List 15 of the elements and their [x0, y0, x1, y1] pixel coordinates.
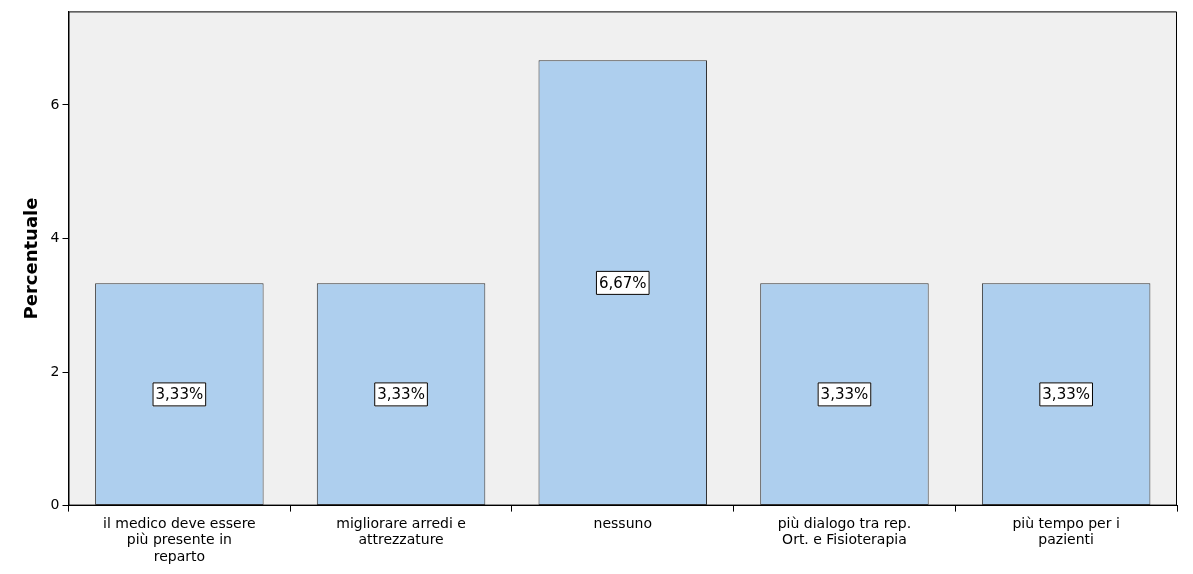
- data-label: 3,33%: [377, 385, 425, 404]
- x-tick-label: più dialogo tra rep. Ort. e Fisioterapia: [777, 514, 912, 548]
- x-tick-label: più tempo per i pazienti: [1012, 514, 1120, 548]
- data-label: 3,33%: [155, 385, 204, 404]
- y-tick-label: 0: [50, 496, 60, 513]
- x-tick-label: nessuno: [593, 514, 652, 531]
- x-tick-label: il medico deve essere più presente in reparto: [103, 514, 256, 565]
- y-axis-title: Percentuale: [20, 197, 42, 320]
- y-tick-label: 2: [50, 362, 60, 379]
- y-tick-label: 6: [50, 95, 60, 112]
- data-label: 6,67%: [598, 273, 647, 292]
- x-tick-label: migliorare arredi e attrezzature: [336, 514, 466, 548]
- data-label: 3,33%: [820, 385, 869, 404]
- y-tick-label: 4: [50, 229, 60, 246]
- data-label: 3,33%: [1042, 385, 1090, 404]
